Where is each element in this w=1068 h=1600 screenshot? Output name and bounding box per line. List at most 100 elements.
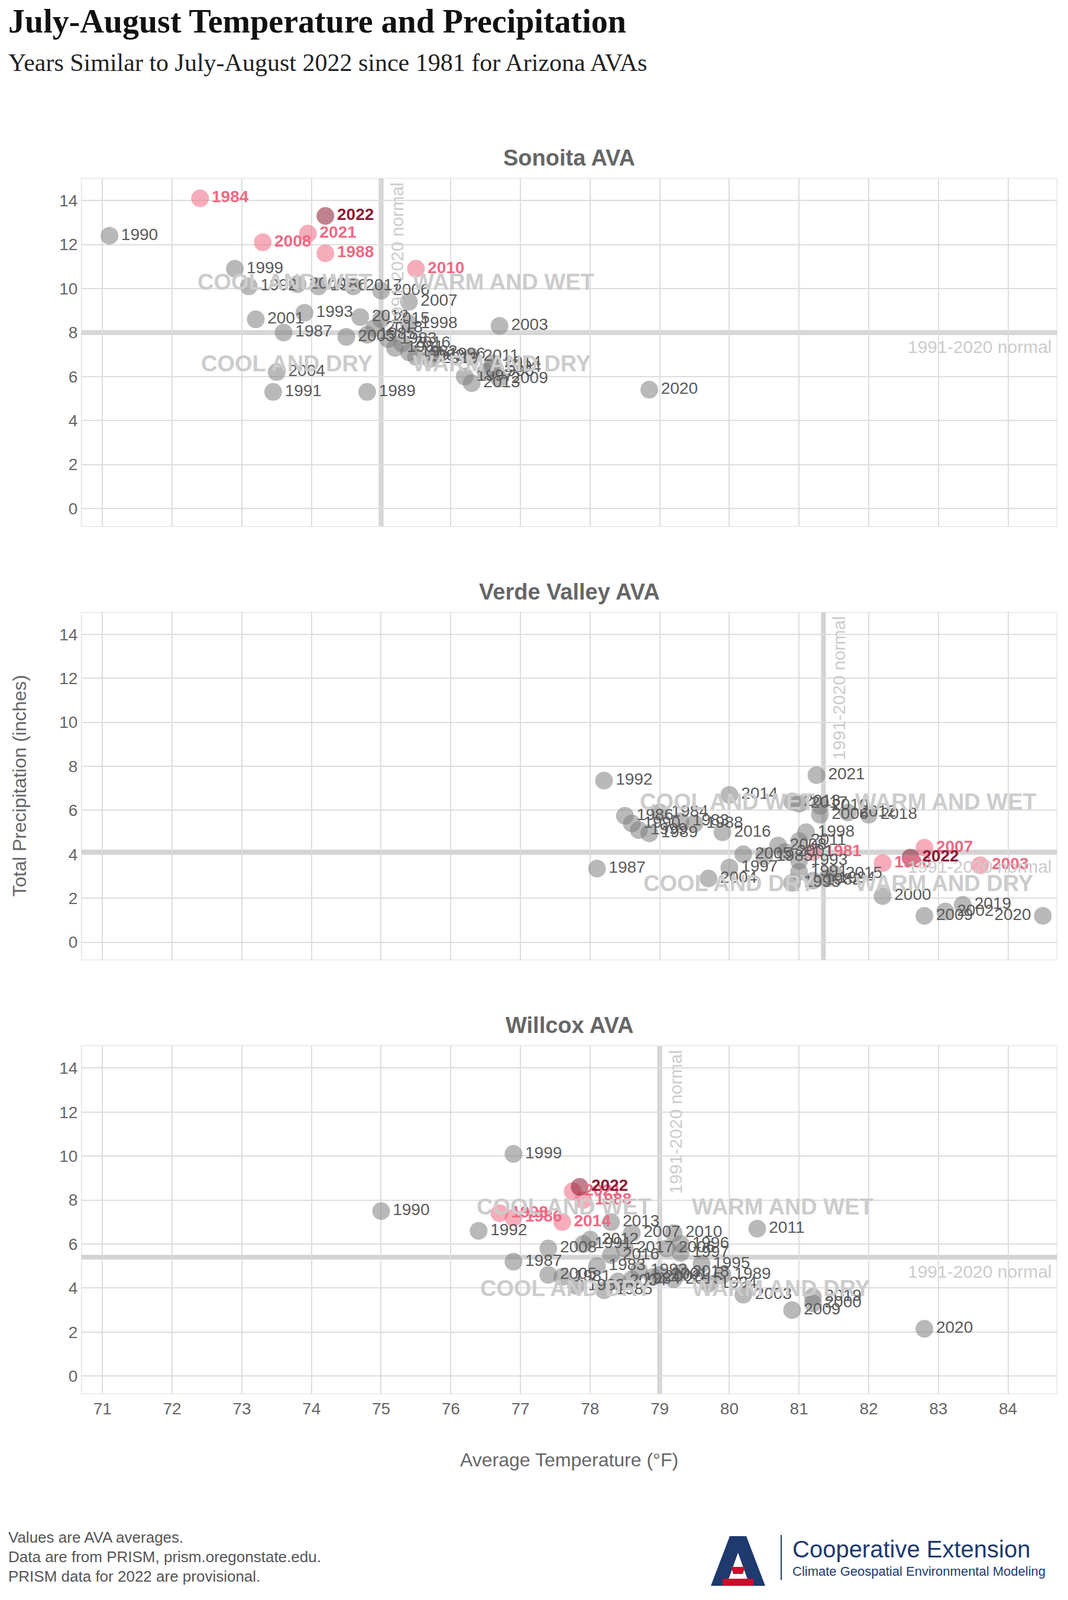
svg-text:2005: 2005 xyxy=(357,326,395,345)
svg-text:1984: 1984 xyxy=(643,1269,681,1288)
svg-text:2019: 2019 xyxy=(824,1286,862,1305)
svg-text:2004: 2004 xyxy=(720,868,757,887)
svg-text:WARM AND WET: WARM AND WET xyxy=(855,789,1037,815)
svg-text:COOL AND WET: COOL AND WET xyxy=(639,789,815,815)
svg-text:2006: 2006 xyxy=(678,1237,715,1257)
svg-text:8: 8 xyxy=(68,323,79,342)
svg-text:1991-2020 normal: 1991-2020 normal xyxy=(829,616,849,761)
svg-text:1991: 1991 xyxy=(594,1233,632,1252)
svg-text:1997: 1997 xyxy=(476,366,514,385)
svg-text:2013: 2013 xyxy=(483,372,520,391)
svg-text:1994: 1994 xyxy=(504,357,542,376)
svg-text:1985: 1985 xyxy=(379,324,416,343)
svg-text:1986: 1986 xyxy=(636,805,673,824)
svg-text:2016: 2016 xyxy=(413,332,451,352)
svg-text:2013: 2013 xyxy=(622,1211,660,1231)
svg-text:Verde Valley AVA: Verde Valley AVA xyxy=(479,579,660,605)
svg-text:4: 4 xyxy=(68,1279,79,1298)
svg-text:2017: 2017 xyxy=(364,275,402,294)
svg-text:1982: 1982 xyxy=(420,341,458,361)
svg-text:1989: 1989 xyxy=(733,1264,771,1283)
svg-text:2006: 2006 xyxy=(392,280,430,299)
svg-text:2018: 2018 xyxy=(880,804,918,823)
svg-text:8: 8 xyxy=(68,757,79,776)
svg-text:2015: 2015 xyxy=(685,1269,723,1288)
svg-text:1999: 1999 xyxy=(246,258,284,277)
svg-text:1985: 1985 xyxy=(775,846,813,865)
svg-text:71: 71 xyxy=(93,1399,112,1419)
svg-text:1983: 1983 xyxy=(692,810,730,830)
svg-text:1989: 1989 xyxy=(661,822,698,841)
svg-text:2022: 2022 xyxy=(921,846,959,866)
svg-text:1994: 1994 xyxy=(838,868,876,887)
svg-text:14: 14 xyxy=(59,191,78,210)
svg-text:12: 12 xyxy=(59,669,78,688)
svg-text:77: 77 xyxy=(510,1399,530,1419)
svg-text:2011: 2011 xyxy=(768,1218,805,1237)
svg-text:1999: 1999 xyxy=(525,1143,562,1163)
svg-text:75: 75 xyxy=(371,1399,391,1419)
svg-text:2018: 2018 xyxy=(385,317,423,336)
svg-text:1983: 1983 xyxy=(399,328,437,348)
svg-text:2008: 2008 xyxy=(560,1237,597,1257)
svg-text:2007: 2007 xyxy=(936,837,973,856)
svg-text:1985: 1985 xyxy=(615,1279,653,1299)
svg-text:WARM AND DRY: WARM AND DRY xyxy=(855,871,1034,896)
svg-text:2015: 2015 xyxy=(392,308,430,328)
svg-text:1991-2020 normal: 1991-2020 normal xyxy=(907,856,1053,877)
svg-text:1981: 1981 xyxy=(824,841,862,860)
svg-text:2016: 2016 xyxy=(622,1244,660,1264)
svg-text:2003: 2003 xyxy=(991,854,1029,873)
svg-text:1991-2020 normal: 1991-2020 normal xyxy=(907,1261,1053,1282)
svg-text:1995: 1995 xyxy=(713,1253,750,1273)
svg-text:2017: 2017 xyxy=(636,1237,673,1257)
svg-text:2009: 2009 xyxy=(936,905,973,924)
svg-text:1998: 1998 xyxy=(817,821,855,841)
svg-text:2004: 2004 xyxy=(629,1270,667,1290)
svg-text:1986: 1986 xyxy=(525,1206,562,1226)
svg-text:1993: 1993 xyxy=(810,850,848,869)
svg-text:4: 4 xyxy=(68,411,79,430)
svg-text:1984: 1984 xyxy=(671,801,708,821)
svg-text:2000: 2000 xyxy=(894,885,931,904)
svg-text:10: 10 xyxy=(59,279,78,299)
svg-text:2002: 2002 xyxy=(956,901,994,920)
svg-text:78: 78 xyxy=(580,1399,600,1419)
svg-text:1997: 1997 xyxy=(740,856,778,876)
svg-text:2010: 2010 xyxy=(831,795,869,814)
svg-text:2004: 2004 xyxy=(288,361,326,380)
svg-text:73: 73 xyxy=(232,1399,251,1419)
svg-text:2005: 2005 xyxy=(560,1264,597,1283)
svg-text:1989: 1989 xyxy=(379,381,416,400)
svg-text:1982: 1982 xyxy=(824,869,862,889)
svg-text:2016: 2016 xyxy=(733,821,771,841)
svg-text:1997: 1997 xyxy=(692,1242,730,1261)
svg-text:Willcox AVA: Willcox AVA xyxy=(505,1013,634,1038)
svg-text:84: 84 xyxy=(998,1399,1018,1419)
svg-text:2009: 2009 xyxy=(803,1299,841,1319)
svg-text:1991: 1991 xyxy=(285,381,322,400)
svg-text:COOL AND DRY: COOL AND DRY xyxy=(201,351,373,377)
svg-text:Average Temperature (°F): Average Temperature (°F) xyxy=(460,1449,679,1471)
svg-text:76: 76 xyxy=(441,1399,461,1419)
svg-text:74: 74 xyxy=(302,1399,321,1419)
svg-text:2012: 2012 xyxy=(602,1229,639,1248)
svg-text:14: 14 xyxy=(59,625,78,644)
svg-text:0: 0 xyxy=(68,933,79,952)
svg-text:WARM AND DRY: WARM AND DRY xyxy=(691,1276,870,1301)
svg-text:2014: 2014 xyxy=(504,352,542,371)
svg-text:1999: 1999 xyxy=(650,819,688,838)
svg-text:81: 81 xyxy=(790,1399,809,1419)
svg-text:79: 79 xyxy=(650,1399,669,1419)
svg-text:2019: 2019 xyxy=(974,894,1012,913)
svg-text:2: 2 xyxy=(68,889,79,908)
svg-text:2021: 2021 xyxy=(827,764,865,783)
svg-text:82: 82 xyxy=(859,1399,878,1419)
svg-text:1981: 1981 xyxy=(406,337,444,356)
svg-text:2022: 2022 xyxy=(337,205,374,224)
svg-text:1994: 1994 xyxy=(720,1273,757,1292)
svg-text:0: 0 xyxy=(68,499,79,519)
svg-text:1996: 1996 xyxy=(448,344,485,363)
svg-text:2020: 2020 xyxy=(994,905,1031,924)
svg-text:2008: 2008 xyxy=(790,835,827,854)
